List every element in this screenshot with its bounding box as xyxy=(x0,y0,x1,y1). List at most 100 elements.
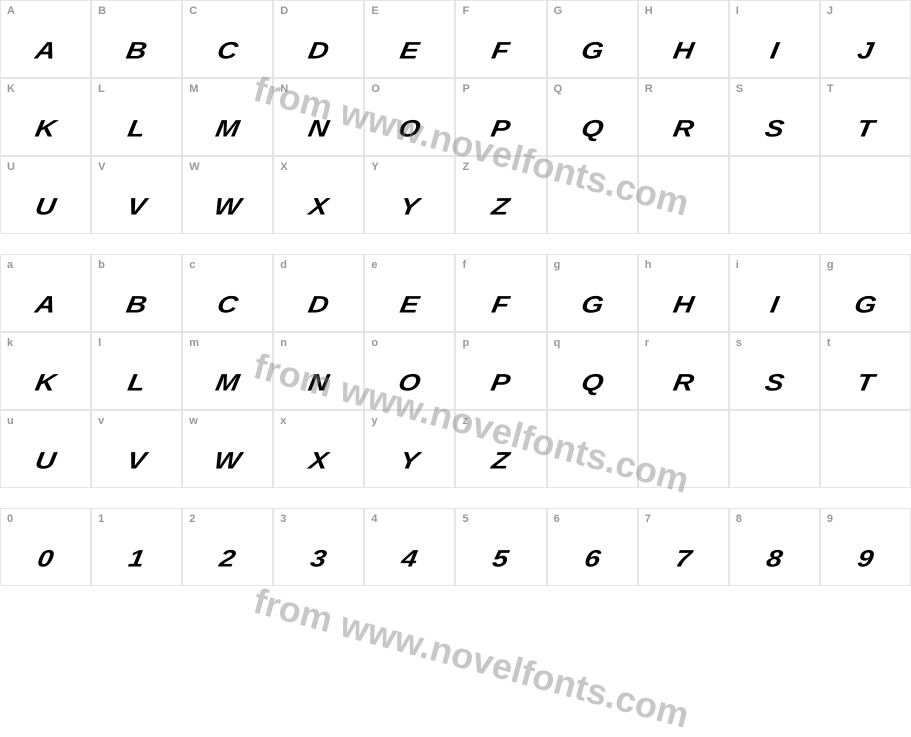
cell-glyph: J xyxy=(818,37,911,64)
cell-glyph: K xyxy=(0,369,92,396)
cell-glyph: E xyxy=(363,37,457,64)
cell-label: U xyxy=(7,161,15,173)
cell-label: G xyxy=(554,5,563,17)
cell-label: s xyxy=(736,337,742,349)
cell-label: D xyxy=(280,5,288,17)
cell-glyph: 2 xyxy=(181,545,275,572)
cell-label: y xyxy=(371,415,377,427)
glyph-cell: XX xyxy=(273,156,364,234)
glyph-cell: SS xyxy=(729,78,820,156)
glyph-cell xyxy=(820,156,911,234)
glyph-cell: 55 xyxy=(455,508,546,586)
cell-label: 1 xyxy=(98,513,104,525)
cell-label: d xyxy=(280,259,287,271)
cell-label: k xyxy=(7,337,13,349)
cell-label: a xyxy=(7,259,13,271)
glyph-cell: eE xyxy=(364,254,455,332)
cell-label: A xyxy=(7,5,15,17)
glyph-cell: cC xyxy=(182,254,273,332)
cell-glyph: P xyxy=(454,115,548,142)
glyph-cell: 88 xyxy=(729,508,820,586)
cell-label: M xyxy=(189,83,198,95)
cell-glyph: A xyxy=(0,291,92,318)
cell-glyph: M xyxy=(181,369,275,396)
cell-label: g xyxy=(827,259,834,271)
glyph-cell: oO xyxy=(364,332,455,410)
section-lowercase: aAbBcCdDeEfFgGhHiIgGkKlLmMnNoOpPqQrRsStT… xyxy=(0,254,911,488)
cell-glyph: Y xyxy=(363,447,457,474)
cell-glyph: H xyxy=(636,291,730,318)
cell-glyph: N xyxy=(272,369,366,396)
cell-label: 2 xyxy=(189,513,195,525)
cell-glyph: 0 xyxy=(0,545,92,572)
glyph-cell: wW xyxy=(182,410,273,488)
cell-glyph: T xyxy=(818,369,911,396)
cell-glyph: B xyxy=(90,37,184,64)
glyph-cell: dD xyxy=(273,254,364,332)
watermark-text: from www.novelfonts.com xyxy=(249,580,693,737)
cell-label: 5 xyxy=(462,513,468,525)
glyph-cell: BB xyxy=(91,0,182,78)
glyph-cell: fF xyxy=(455,254,546,332)
cell-label: S xyxy=(736,83,743,95)
cell-label: q xyxy=(554,337,561,349)
cell-label: B xyxy=(98,5,106,17)
section-uppercase: AABBCCDDEEFFGGHHIIJJKKLLMMNNOOPPQQRRSSTT… xyxy=(0,0,911,234)
cell-label: R xyxy=(645,83,653,95)
cell-glyph: H xyxy=(636,37,730,64)
cell-label: H xyxy=(645,5,653,17)
cell-glyph: K xyxy=(0,115,92,142)
section-gap xyxy=(0,488,911,508)
glyph-cell: qQ xyxy=(547,332,638,410)
glyph-cell: yY xyxy=(364,410,455,488)
cell-glyph: 4 xyxy=(363,545,457,572)
cell-glyph: E xyxy=(363,291,457,318)
cell-label: l xyxy=(98,337,101,349)
cell-glyph: F xyxy=(454,37,548,64)
cell-glyph: I xyxy=(727,37,821,64)
cell-label: L xyxy=(98,83,105,95)
glyph-cell: AA xyxy=(0,0,91,78)
glyph-cell: FF xyxy=(455,0,546,78)
cell-glyph: 9 xyxy=(818,545,911,572)
cell-glyph: X xyxy=(272,447,366,474)
glyph-cell: DD xyxy=(273,0,364,78)
cell-glyph: A xyxy=(0,37,92,64)
glyph-cell xyxy=(638,156,729,234)
glyph-cell: kK xyxy=(0,332,91,410)
font-chart-root: AABBCCDDEEFFGGHHIIJJKKLLMMNNOOPPQQRRSSTT… xyxy=(0,0,911,586)
cell-glyph: T xyxy=(818,115,911,142)
cell-label: Q xyxy=(554,83,563,95)
cell-glyph: V xyxy=(90,447,184,474)
cell-label: O xyxy=(371,83,380,95)
glyph-cell: aA xyxy=(0,254,91,332)
glyph-cell: lL xyxy=(91,332,182,410)
glyph-cell xyxy=(820,410,911,488)
glyph-cell: 33 xyxy=(273,508,364,586)
cell-label: z xyxy=(462,415,468,427)
glyph-cell: JJ xyxy=(820,0,911,78)
cell-label: 9 xyxy=(827,513,833,525)
glyph-cell xyxy=(729,156,820,234)
glyph-cell: 99 xyxy=(820,508,911,586)
glyph-cell: tT xyxy=(820,332,911,410)
cell-label: J xyxy=(827,5,833,17)
glyph-cell: uU xyxy=(0,410,91,488)
glyph-cell xyxy=(547,410,638,488)
glyph-cell: UU xyxy=(0,156,91,234)
cell-label: T xyxy=(827,83,834,95)
cell-label: 8 xyxy=(736,513,742,525)
glyph-cell: bB xyxy=(91,254,182,332)
glyph-cell: II xyxy=(729,0,820,78)
cell-glyph: 3 xyxy=(272,545,366,572)
glyph-cell: 66 xyxy=(547,508,638,586)
glyph-cell: 11 xyxy=(91,508,182,586)
glyph-cell: EE xyxy=(364,0,455,78)
cell-label: E xyxy=(371,5,378,17)
glyph-cell: pP xyxy=(455,332,546,410)
section-digits: 00112233445566778899 xyxy=(0,508,911,586)
glyph-cell: gG xyxy=(547,254,638,332)
glyph-cell: gG xyxy=(820,254,911,332)
cell-label: f xyxy=(462,259,466,271)
glyph-cell: RR xyxy=(638,78,729,156)
